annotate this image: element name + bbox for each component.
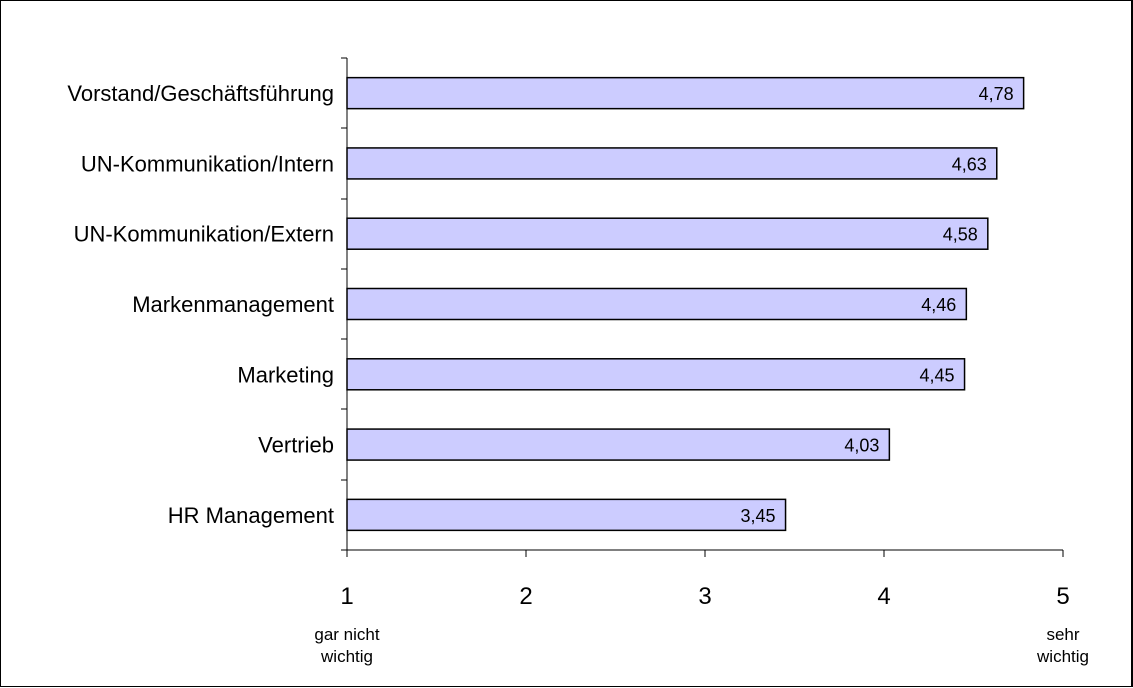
category-label: Marketing [237,362,334,387]
x-end-label-low: wichtig [320,647,373,666]
value-label: 4,63 [952,154,987,174]
bar [346,287,968,321]
x-tick-label: 2 [519,583,532,610]
category-label: HR Management [168,503,334,528]
labels: 1 2 3 4 5 gar nicht wichtig sehr wichtig Vorstand… [67,81,1089,666]
bar [346,147,998,180]
x-end-label-low: gar nicht [314,625,379,644]
bar [346,498,787,532]
x-tick-label: 1 [340,583,353,610]
value-label: 4,78 [979,84,1014,104]
category-label: Vorstand/Geschäftsführung [67,81,334,106]
bars [346,76,1025,532]
category-label: UN-Kommunikation/Intern [81,151,334,176]
value-label: 4,46 [921,295,956,315]
value-label: 4,03 [844,436,879,456]
x-tick-label: 4 [877,583,890,610]
category-label: Vertrieb [258,433,334,458]
value-label: 4,45 [920,365,955,385]
category-label: UN-Kommunikation/Extern [74,222,334,247]
bar [346,217,989,250]
bar [346,428,891,461]
bar [346,358,966,391]
value-label: 3,45 [741,506,776,526]
x-end-label-high: sehr [1046,625,1079,644]
x-tick-label: 3 [698,583,711,610]
value-label: 4,58 [943,225,978,245]
bar [346,76,1025,110]
x-end-label-high: wichtig [1036,647,1089,666]
category-label: Markenmanagement [132,292,334,317]
x-tick-label: 5 [1056,583,1069,610]
